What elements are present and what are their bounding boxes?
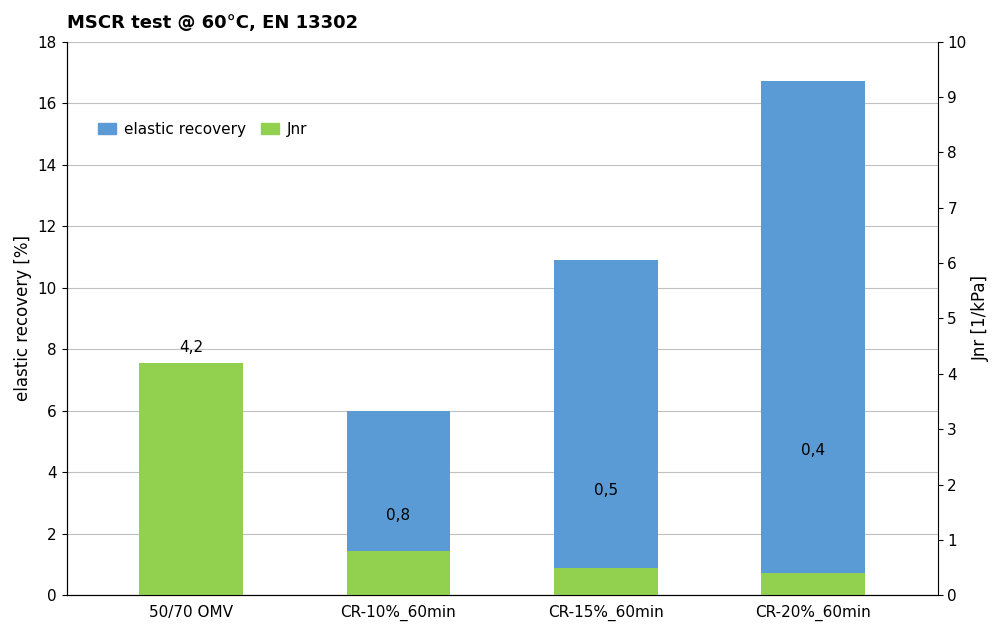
Bar: [554, 568, 657, 595]
Bar: [346, 551, 449, 595]
Y-axis label: elastic recovery [%]: elastic recovery [%]: [14, 236, 32, 401]
Bar: [760, 81, 865, 573]
Bar: [346, 411, 449, 551]
Y-axis label: Jnr [1/kPa]: Jnr [1/kPa]: [971, 276, 989, 361]
Bar: [760, 573, 865, 595]
Bar: [139, 363, 243, 595]
Text: 0,5: 0,5: [593, 483, 617, 498]
Text: 4,2: 4,2: [179, 340, 203, 355]
Bar: [554, 260, 657, 568]
Text: 0,8: 0,8: [386, 509, 410, 523]
Legend: elastic recovery, Jnr: elastic recovery, Jnr: [91, 116, 313, 143]
Text: 0,4: 0,4: [800, 443, 824, 458]
Text: MSCR test @ 60°C, EN 13302: MSCR test @ 60°C, EN 13302: [66, 14, 357, 32]
